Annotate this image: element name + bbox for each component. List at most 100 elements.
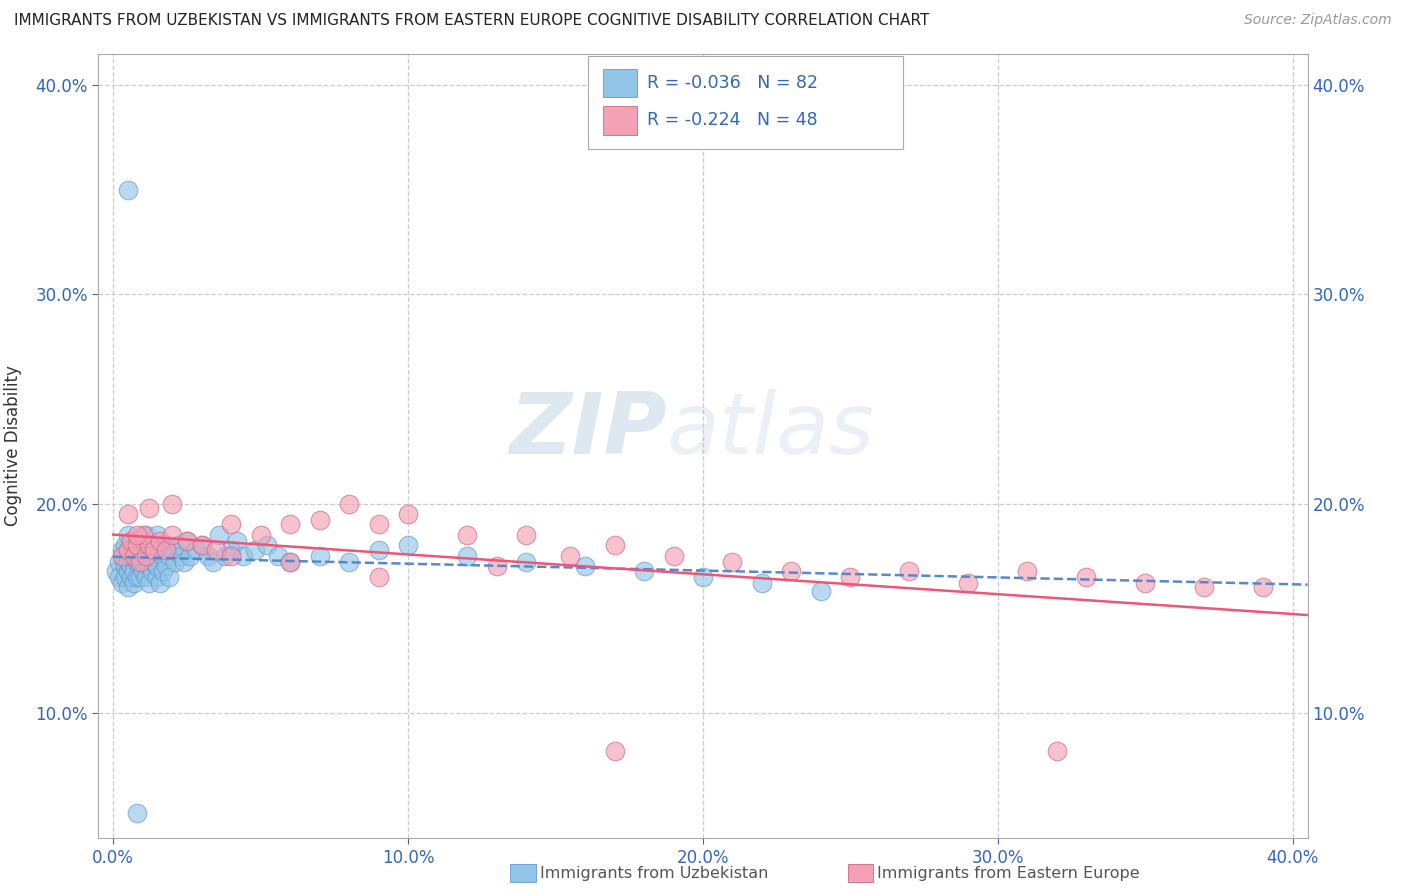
- Point: [278, 555, 301, 569]
- Point: [396, 538, 419, 552]
- Text: R = -0.224   N = 48: R = -0.224 N = 48: [647, 112, 817, 129]
- Point: [131, 555, 153, 569]
- Point: [603, 743, 626, 757]
- Point: [117, 507, 139, 521]
- Point: [603, 538, 626, 552]
- Y-axis label: Cognitive Disability: Cognitive Disability: [4, 366, 21, 526]
- Point: [957, 576, 980, 591]
- Point: [138, 576, 160, 591]
- Point: [208, 528, 231, 542]
- Point: [149, 534, 172, 549]
- Point: [367, 517, 389, 532]
- Point: [117, 183, 139, 197]
- Point: [692, 570, 714, 584]
- Point: [125, 528, 148, 542]
- Point: [143, 555, 166, 569]
- Point: [214, 549, 236, 563]
- Text: Immigrants from Uzbekistan: Immigrants from Uzbekistan: [540, 866, 768, 880]
- Point: [232, 549, 254, 563]
- Point: [111, 576, 134, 591]
- Point: [120, 570, 142, 584]
- Point: [160, 528, 183, 542]
- Point: [111, 542, 134, 557]
- Point: [1076, 570, 1098, 584]
- Point: [146, 528, 169, 542]
- Point: [176, 534, 198, 549]
- Point: [219, 517, 242, 532]
- Point: [114, 559, 136, 574]
- Point: [219, 542, 242, 557]
- Point: [839, 570, 862, 584]
- Point: [157, 549, 180, 563]
- Point: [108, 570, 131, 584]
- Point: [155, 538, 177, 552]
- Point: [141, 564, 163, 578]
- Point: [1194, 580, 1216, 594]
- Point: [155, 559, 177, 574]
- Point: [122, 549, 145, 563]
- Point: [146, 559, 169, 574]
- Point: [278, 555, 301, 569]
- Point: [122, 576, 145, 591]
- Point: [226, 534, 249, 549]
- Point: [135, 549, 157, 563]
- Point: [810, 584, 832, 599]
- Point: [515, 528, 537, 542]
- Text: IMMIGRANTS FROM UZBEKISTAN VS IMMIGRANTS FROM EASTERN EUROPE COGNITIVE DISABILIT: IMMIGRANTS FROM UZBEKISTAN VS IMMIGRANTS…: [14, 13, 929, 29]
- Point: [138, 542, 160, 557]
- Point: [176, 534, 198, 549]
- Point: [515, 555, 537, 569]
- Point: [117, 564, 139, 578]
- Point: [138, 538, 160, 552]
- Point: [105, 564, 128, 578]
- Point: [128, 549, 150, 563]
- Point: [143, 542, 166, 557]
- Point: [367, 542, 389, 557]
- Point: [152, 549, 174, 563]
- Point: [117, 542, 139, 557]
- Point: [337, 555, 360, 569]
- Point: [117, 528, 139, 542]
- Point: [141, 538, 163, 552]
- Point: [1017, 564, 1039, 578]
- Point: [122, 564, 145, 578]
- Point: [143, 549, 166, 563]
- Point: [111, 549, 134, 563]
- Point: [278, 517, 301, 532]
- Point: [485, 559, 508, 574]
- Point: [898, 564, 921, 578]
- Point: [267, 549, 290, 563]
- Point: [157, 570, 180, 584]
- Point: [138, 559, 160, 574]
- Point: [190, 538, 212, 552]
- Point: [125, 538, 148, 552]
- Point: [149, 542, 172, 557]
- Point: [167, 538, 190, 552]
- Point: [135, 528, 157, 542]
- Point: [456, 528, 478, 542]
- Point: [751, 576, 773, 591]
- Point: [108, 555, 131, 569]
- Text: Immigrants from Eastern Europe: Immigrants from Eastern Europe: [877, 866, 1140, 880]
- Point: [367, 570, 389, 584]
- Point: [120, 559, 142, 574]
- Point: [456, 549, 478, 563]
- Point: [135, 549, 157, 563]
- Point: [117, 555, 139, 569]
- Point: [165, 555, 187, 569]
- Point: [721, 555, 744, 569]
- Point: [117, 580, 139, 594]
- Point: [1135, 576, 1157, 591]
- Point: [131, 528, 153, 542]
- Point: [114, 570, 136, 584]
- Point: [633, 564, 655, 578]
- Point: [190, 538, 212, 552]
- Point: [160, 542, 183, 557]
- Point: [131, 542, 153, 557]
- Point: [337, 497, 360, 511]
- Text: Source: ZipAtlas.com: Source: ZipAtlas.com: [1244, 13, 1392, 28]
- Text: R = -0.036   N = 82: R = -0.036 N = 82: [647, 74, 818, 92]
- Point: [308, 513, 330, 527]
- Point: [128, 570, 150, 584]
- Point: [135, 570, 157, 584]
